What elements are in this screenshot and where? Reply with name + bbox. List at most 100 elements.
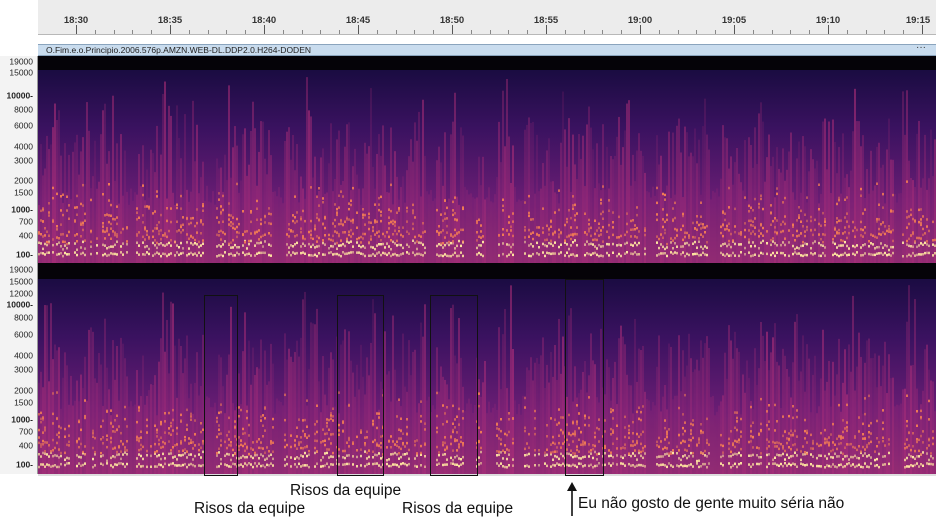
time-tick-minor (282, 30, 284, 34)
time-tick-minor (621, 30, 623, 34)
time-tick-minor (527, 30, 529, 34)
time-tick-major (828, 25, 829, 34)
time-tick-minor (395, 30, 397, 34)
time-tick-minor (884, 30, 886, 34)
freq-label: 19000 (9, 264, 33, 275)
time-tick-minor (113, 30, 115, 34)
time-tick-minor (583, 30, 585, 34)
time-tick-minor (602, 30, 604, 34)
laugh-box-3 (430, 295, 478, 476)
time-tick-minor (809, 30, 811, 34)
frequency-axis-top: 19000 15000 10000- 8000 6000 4000 3000 2… (0, 56, 38, 263)
quote-box (565, 279, 604, 476)
freq-label: 2000 (14, 175, 33, 186)
time-tick-minor (489, 30, 491, 34)
time-tick-label: 18:35 (157, 15, 183, 26)
laugh-box-2 (337, 295, 384, 476)
time-tick-minor (846, 30, 848, 34)
time-tick-minor (508, 30, 510, 34)
timeline-ruler[interactable]: 18:30 18:35 18:40 18:45 18:50 18:55 19:0… (38, 0, 936, 35)
time-tick-minor (320, 30, 322, 34)
time-tick-label: 19:10 (815, 15, 841, 26)
freq-label: 4000 (14, 350, 33, 361)
freq-label: 400 (18, 230, 33, 241)
freq-label: 10000- (6, 299, 33, 310)
time-tick-minor (790, 30, 792, 34)
time-tick-minor (771, 30, 773, 34)
quote-label: Eu não gosto de gente muito séria não (578, 495, 845, 512)
spectrogram-channel-top[interactable] (38, 56, 936, 263)
track-title: O.Fim.e.o.Principio.2006.576p.AMZN.WEB-D… (46, 45, 312, 55)
freq-label: 6000 (14, 329, 33, 340)
laugh-label-1: Risos da equipe (194, 500, 306, 517)
time-tick-label: 18:50 (439, 15, 465, 26)
freq-label: 700 (18, 216, 33, 227)
time-tick-minor (245, 30, 247, 34)
freq-label: 2000 (14, 385, 33, 396)
freq-label: 12000 (9, 288, 33, 299)
time-tick-major (734, 25, 735, 34)
frequency-axis-bottom: 19000 15000 12000 10000- 8000 6000 4000 … (0, 263, 38, 474)
freq-label: 10000- (6, 90, 33, 101)
freq-label: 8000 (14, 312, 33, 323)
time-tick-label: 19:05 (721, 15, 747, 26)
time-tick-major (264, 25, 265, 34)
freq-label: 15000 (9, 67, 33, 78)
time-tick-major (922, 25, 923, 34)
time-tick-minor (658, 30, 660, 34)
freq-label: 4000 (14, 141, 33, 152)
freq-label: 700 (18, 426, 33, 437)
spectrogram-top-canvas (38, 56, 936, 263)
laugh-box-1 (204, 295, 238, 476)
track-menu-button[interactable]: ··· (916, 42, 926, 53)
spectrogram-bottom-canvas (38, 263, 936, 474)
time-tick-minor (414, 30, 416, 34)
time-tick-label: 18:45 (345, 15, 371, 26)
freq-label: 15000 (9, 276, 33, 287)
time-tick-minor (301, 30, 303, 34)
freq-label: 1000- (11, 204, 33, 215)
time-tick-minor (226, 30, 228, 34)
time-tick-minor (715, 30, 717, 34)
freq-label: 400 (18, 440, 33, 451)
time-tick-minor (903, 30, 905, 34)
time-tick-major (640, 25, 641, 34)
time-tick-minor (94, 30, 96, 34)
freq-label: 6000 (14, 120, 33, 131)
spectrogram-channel-bottom[interactable] (38, 263, 936, 474)
time-tick-minor (132, 30, 134, 34)
time-tick-label: 18:30 (63, 15, 89, 26)
freq-label: 1500 (14, 187, 33, 198)
time-tick-label: 18:55 (533, 15, 559, 26)
time-tick-minor (470, 30, 472, 34)
time-tick-minor (564, 30, 566, 34)
time-tick-minor (696, 30, 698, 34)
time-tick-minor (339, 30, 341, 34)
time-tick-minor (433, 30, 435, 34)
track-header[interactable]: O.Fim.e.o.Principio.2006.576p.AMZN.WEB-D… (38, 42, 936, 56)
time-tick-label: 19:15 (905, 15, 931, 26)
freq-label: 1000- (11, 414, 33, 425)
time-tick-major (170, 25, 171, 34)
freq-label: 3000 (14, 364, 33, 375)
time-tick-label: 19:00 (627, 15, 653, 26)
track-bottom-edge (38, 474, 936, 476)
time-tick-major (358, 25, 359, 34)
freq-label: 1500 (14, 397, 33, 408)
time-tick-major (452, 25, 453, 34)
laugh-label-3: Risos da equipe (402, 500, 514, 517)
freq-label: 100- (15, 459, 33, 470)
freq-label: 3000 (14, 155, 33, 166)
time-tick-minor (188, 30, 190, 34)
time-tick-minor (151, 30, 153, 34)
freq-label: 8000 (14, 104, 33, 115)
arrow-up-icon (567, 482, 577, 516)
freq-label: 100- (15, 249, 33, 260)
time-tick-minor (376, 30, 378, 34)
laugh-label-2: Risos da equipe (290, 482, 402, 499)
time-tick-major (546, 25, 547, 34)
time-tick-label: 18:40 (251, 15, 277, 26)
time-tick-minor (677, 30, 679, 34)
time-tick-minor (207, 30, 209, 34)
time-tick-major (76, 25, 77, 34)
